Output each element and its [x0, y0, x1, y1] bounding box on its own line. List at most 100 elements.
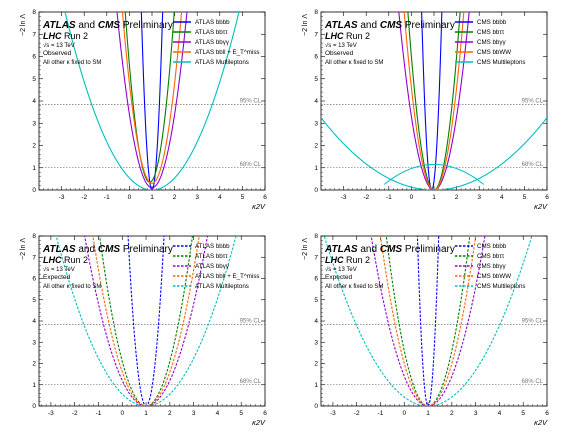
ref-label-95cl: 95% CL [522, 318, 544, 324]
run-label: Run 2 [344, 31, 371, 41]
x-tick-label: 4 [500, 194, 504, 201]
panel-2: 95% CL 68% CL -3 -2 -1 0 1 2 3 4 5 6 0 1 2 3 4 5 6 7 8 −2 ln … [302, 9, 549, 211]
x-tick-label: -2 [72, 410, 78, 417]
fixed-note: All other κ fixed to SM [325, 284, 383, 290]
x-tick-label: 0 [120, 410, 124, 417]
mode-label: Observed [43, 50, 72, 57]
lhc-line: LHC Run 2 [325, 255, 370, 265]
title-exp2: CMS [95, 20, 120, 31]
y-tick-label: 4 [32, 98, 36, 105]
y-tick-label: 3 [32, 339, 36, 346]
x-tick-label: 6 [545, 410, 549, 417]
y-tick-label: 2 [314, 143, 318, 150]
x-axis-label: κ2V [252, 418, 266, 427]
x-tick-label: 3 [192, 410, 196, 417]
title-exp1: ATLAS [324, 244, 358, 255]
ref-label-68cl: 68% CL [240, 162, 262, 168]
legend-label: CMS bbbb [477, 243, 507, 250]
x-tick-label: 2 [168, 410, 172, 417]
y-tick-label: 6 [314, 54, 318, 61]
x-tick-label: -1 [104, 194, 110, 201]
x-tick-label: 4 [218, 194, 222, 201]
title-prelim: Preliminary [402, 20, 455, 31]
y-tick-label: 8 [314, 9, 318, 16]
y-tick-label: 1 [32, 382, 36, 389]
y-tick-label: 3 [314, 339, 318, 346]
x-tick-label: -3 [341, 194, 347, 201]
y-tick-label: 8 [32, 233, 36, 240]
x-tick-label: 4 [498, 410, 502, 417]
y-axis-label: −2 ln Λ [20, 14, 27, 36]
x-tick-label: 5 [241, 194, 245, 201]
y-tick-label: 8 [32, 9, 36, 16]
mode-label: Expected [325, 274, 352, 281]
series-line-1 [421, 12, 443, 190]
mode-label: Observed [325, 50, 354, 57]
legend-label: CMS bbττ [477, 253, 505, 260]
legend-label: CMS Multileptons [477, 283, 526, 290]
y-tick-label: 1 [314, 165, 318, 172]
y-tick-label: 4 [314, 98, 318, 105]
y-tick-label: 1 [32, 165, 36, 172]
legend-label: ATLAS bbll + E_T^miss [195, 49, 260, 56]
x-tick-label: 5 [521, 410, 525, 417]
y-tick-label: 1 [314, 382, 318, 389]
series-line-1 [416, 236, 440, 406]
y-tick-label: 0 [32, 403, 36, 410]
y-tick-label: 4 [32, 318, 36, 325]
lhc-line: LHC Run 2 [43, 31, 88, 41]
y-tick-label: 5 [314, 297, 318, 304]
lhc-line: LHC Run 2 [43, 255, 88, 265]
legend-label: ATLAS bbll + E_T^miss [195, 273, 260, 280]
legend-label: ATLAS Multileptons [195, 59, 249, 66]
legend-label: ATLAS bbbb [195, 243, 230, 250]
lhc-line: LHC Run 2 [325, 31, 370, 41]
x-tick-label: 2 [450, 410, 454, 417]
run-label: Run 2 [62, 31, 89, 41]
x-tick-label: -1 [378, 410, 384, 417]
x-tick-label: -1 [96, 410, 102, 417]
series-line-4 [92, 236, 200, 406]
x-tick-label: 0 [402, 410, 406, 417]
series-line-5 [64, 12, 240, 190]
fixed-note: All other κ fixed to SM [325, 60, 383, 66]
legend-label: ATLAS bbγγ [195, 39, 230, 46]
legend-label: ATLAS bbγγ [195, 263, 230, 270]
legend-label: CMS bbγγ [477, 263, 506, 270]
title-exp1: ATLAS [42, 244, 76, 255]
energy-label: √s = 13 TeV [325, 42, 357, 49]
x-tick-label: 4 [216, 410, 220, 417]
series-line-1 [127, 236, 165, 406]
legend-label: CMS bbττ [477, 29, 505, 36]
y-tick-label: 8 [314, 233, 318, 240]
lhc-label: LHC [325, 255, 344, 265]
y-tick-label: 6 [32, 276, 36, 283]
series-line-2 [124, 12, 175, 183]
series-line-5 [55, 236, 237, 406]
series-line-3 [84, 236, 209, 406]
title-and: and [76, 244, 95, 255]
run-label: Run 2 [62, 255, 89, 265]
x-tick-label: 1 [150, 194, 154, 201]
y-tick-label: 3 [32, 120, 36, 127]
title-and: and [358, 244, 377, 255]
y-axis-label: −2 ln Λ [302, 14, 309, 36]
x-tick-label: -3 [330, 410, 336, 417]
title-prelim: Preliminary [402, 244, 455, 255]
x-tick-label: -2 [363, 194, 369, 201]
x-axis-label: κ2V [534, 418, 548, 427]
x-tick-label: 0 [128, 194, 132, 201]
fixed-note: All other κ fixed to SM [43, 284, 101, 290]
lhc-label: LHC [43, 255, 62, 265]
x-tick-label: 6 [263, 410, 267, 417]
x-tick-label: 5 [523, 194, 527, 201]
panel-1: 95% CL 68% CL -3 -2 -1 0 1 2 3 4 5 6 0 1 2 3 4 5 6 7 8 −2 ln … [20, 9, 267, 211]
panel-3: 95% CL 68% CL -3 -2 -1 0 1 2 3 4 5 6 0 1 2 3 4 5 6 7 8 −2 ln … [20, 233, 267, 427]
x-tick-label: 1 [432, 194, 436, 201]
x-tick-label: -2 [354, 410, 360, 417]
title-prelim: Preliminary [120, 244, 173, 255]
energy-label: √s = 13 TeV [325, 266, 357, 273]
title-line: ATLAS and CMS Preliminary [324, 20, 455, 31]
ref-label-68cl: 68% CL [240, 379, 262, 385]
